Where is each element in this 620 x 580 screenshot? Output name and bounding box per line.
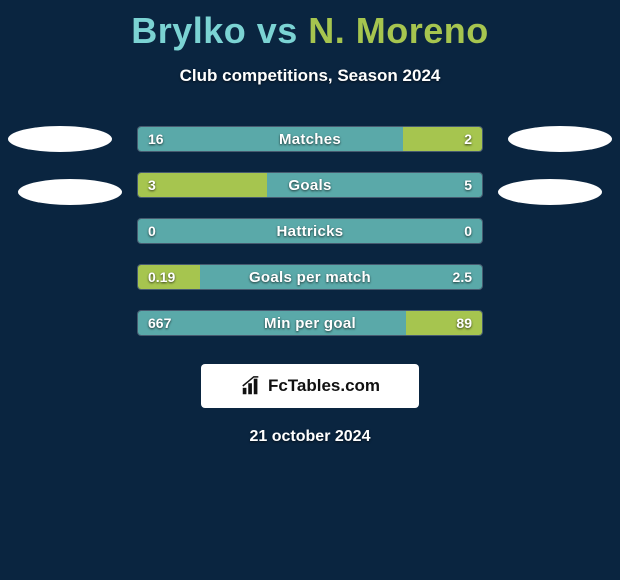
stat-bar: 667 89 Min per goal	[137, 310, 483, 336]
page-title: Brylko vs N. Moreno	[0, 0, 620, 52]
logo-text: FcTables.com	[268, 376, 380, 396]
stat-bar: 0.19 2.5 Goals per match	[137, 264, 483, 290]
player1-name: Brylko	[131, 10, 246, 51]
vs-text: vs	[246, 10, 308, 51]
avatar-placeholder	[498, 179, 602, 205]
bar-chart-icon	[240, 375, 262, 397]
stat-label: Hattricks	[138, 219, 482, 243]
avatar-placeholder	[508, 126, 612, 152]
stats-region: 16 2 Matches 3 5 Goals 0 0 Hattricks 0.1…	[0, 126, 620, 446]
stat-label: Min per goal	[138, 311, 482, 335]
fctables-logo: FcTables.com	[201, 364, 419, 408]
stat-label: Goals per match	[138, 265, 482, 289]
bars-container: 16 2 Matches 3 5 Goals 0 0 Hattricks 0.1…	[137, 126, 483, 336]
stat-bar: 16 2 Matches	[137, 126, 483, 152]
avatar-placeholder	[18, 179, 122, 205]
date-text: 21 october 2024	[0, 428, 620, 446]
subtitle: Club competitions, Season 2024	[0, 66, 620, 86]
player2-name: N. Moreno	[308, 10, 489, 51]
stat-label: Matches	[138, 127, 482, 151]
avatar-placeholder	[8, 126, 112, 152]
stat-bar: 0 0 Hattricks	[137, 218, 483, 244]
stat-bar: 3 5 Goals	[137, 172, 483, 198]
stat-label: Goals	[138, 173, 482, 197]
